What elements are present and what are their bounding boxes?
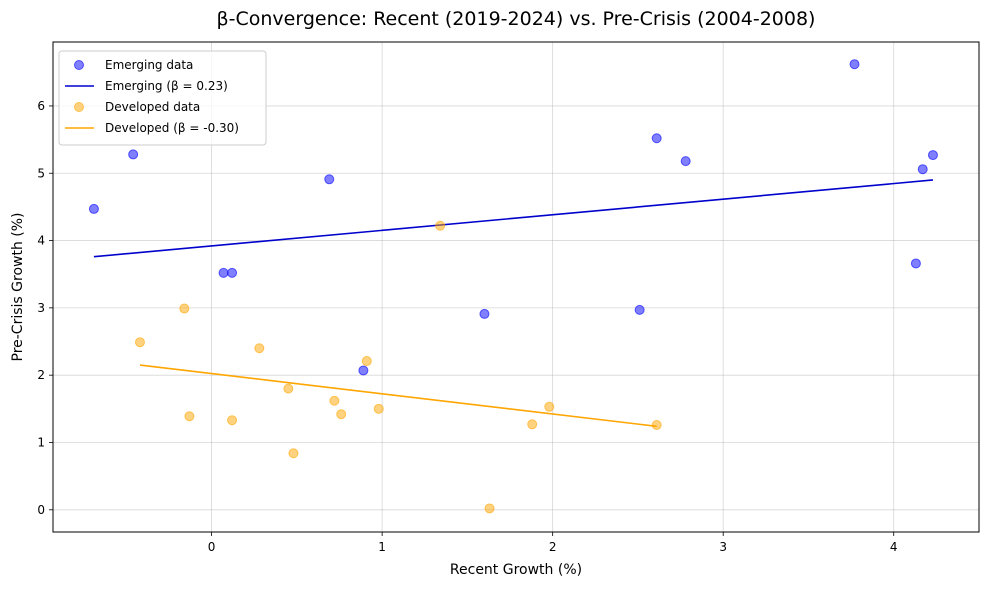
emerging-data-point [680, 156, 691, 167]
developed-data-point [254, 343, 265, 354]
x-tick-label: 4 [890, 540, 898, 554]
emerging-data-point [88, 203, 99, 214]
developed-regression-line [139, 364, 657, 428]
x-axis-title: Recent Growth (%) [450, 562, 582, 578]
developed-data-legend-marker [74, 102, 84, 112]
legend-label: Emerging (β = 0.23) [105, 79, 228, 93]
developed-data-point [329, 395, 340, 406]
emerging-data-point [218, 267, 229, 278]
developed-data-point [227, 415, 238, 426]
y-axis-ticks: 0 1 2 3 4 5 6 [37, 99, 53, 517]
x-tick-label: 3 [719, 540, 727, 554]
emerging-data-point [910, 258, 921, 269]
developed-data-point [134, 337, 145, 348]
legend: Emerging data Emerging (β = 0.23) Develope… [58, 50, 267, 146]
y-tick-label: 3 [37, 301, 45, 315]
developed-data-point [179, 303, 190, 314]
regression-lines [93, 179, 934, 428]
y-tick-label: 6 [37, 99, 45, 113]
emerging-data-point [358, 365, 369, 376]
plot-frame [52, 41, 980, 533]
emerging-data-point [917, 164, 928, 175]
y-tick-label: 0 [37, 503, 45, 517]
scatter-points [88, 59, 938, 514]
y-tick-label: 1 [37, 435, 45, 449]
developed-data-point [435, 220, 446, 231]
developed-data-point [283, 383, 294, 394]
y-tick-label: 4 [37, 234, 45, 248]
y-tick-label: 2 [37, 368, 45, 382]
emerging-data-point [849, 59, 860, 70]
developed-data-point [336, 409, 347, 420]
emerging-data-point [479, 308, 490, 319]
developed-data-point [527, 419, 538, 430]
emerging-data-point [634, 304, 645, 315]
y-tick-label: 5 [37, 166, 45, 180]
y-axis-title: Pre-Crisis Growth (%) [10, 212, 26, 361]
x-tick-label: 2 [549, 540, 557, 554]
emerging-data-point [227, 267, 238, 278]
x-axis-ticks: 0 1 2 3 4 [208, 532, 898, 554]
developed-data-point [184, 411, 195, 422]
emerging-data-point [324, 174, 335, 185]
legend-label: Emerging data [105, 58, 193, 72]
x-tick-label: 0 [208, 540, 216, 554]
legend-label: Developed data [105, 100, 200, 114]
developed-data-point [544, 401, 555, 412]
emerging-data-point [651, 133, 662, 144]
emerging-data-point [927, 150, 938, 161]
legend-box [58, 50, 267, 146]
developed-data-point [361, 356, 372, 367]
emerging-regression-line [93, 179, 934, 258]
legend-label: Developed (β = -0.30) [105, 121, 239, 135]
chart-title: β-Convergence: Recent (2019-2024) vs. Pr… [217, 8, 816, 30]
emerging-data-point [128, 149, 139, 160]
developed-data-point [651, 419, 662, 430]
developed-data-point [288, 448, 299, 459]
emerging-data-legend-marker [74, 60, 84, 70]
x-tick-label: 1 [378, 540, 386, 554]
developed-data-point [484, 503, 495, 514]
developed-data-point [373, 403, 384, 414]
